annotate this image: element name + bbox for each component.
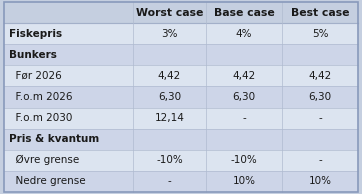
Text: F.o.m 2026: F.o.m 2026 [9,92,72,102]
Text: 6,30: 6,30 [309,92,332,102]
Text: -: - [318,113,322,123]
Text: Worst case: Worst case [136,8,203,17]
Bar [206,65,282,87]
Text: Base case: Base case [214,8,274,17]
Bar [4,129,133,150]
Bar [4,87,133,107]
Text: 4%: 4% [236,29,252,39]
Bar [133,171,206,192]
Text: Bunkers: Bunkers [9,50,57,60]
Bar [133,23,206,44]
Bar [282,129,358,150]
Bar [282,2,358,23]
Text: 10%: 10% [309,177,332,186]
Bar [206,150,282,171]
Bar [206,2,282,23]
Bar [282,107,358,129]
Bar [282,150,358,171]
Bar [4,171,133,192]
Bar [282,23,358,44]
Bar [4,65,133,87]
Bar [4,2,133,23]
Text: -: - [168,177,171,186]
Text: -: - [318,155,322,165]
Text: 12,14: 12,14 [155,113,184,123]
Bar [4,150,133,171]
Text: Fiskepris: Fiskepris [9,29,62,39]
Text: 4,42: 4,42 [158,71,181,81]
Bar [133,2,206,23]
Text: -10%: -10% [231,155,257,165]
Bar [206,87,282,107]
Bar [133,107,206,129]
Bar [282,171,358,192]
Bar [133,65,206,87]
Text: 3%: 3% [161,29,178,39]
Text: -: - [242,113,246,123]
Bar [206,129,282,150]
Bar [206,44,282,65]
Text: Øvre grense: Øvre grense [9,155,79,165]
Text: Nedre grense: Nedre grense [9,177,86,186]
Text: 10%: 10% [232,177,256,186]
Text: 6,30: 6,30 [232,92,256,102]
Bar [133,150,206,171]
Bar [206,23,282,44]
Bar [4,44,133,65]
Bar [4,107,133,129]
Text: 4,42: 4,42 [309,71,332,81]
Text: Best case: Best case [291,8,349,17]
Bar [133,44,206,65]
Bar [206,107,282,129]
Text: -10%: -10% [156,155,183,165]
Text: F.o.m 2030: F.o.m 2030 [9,113,72,123]
Bar [206,171,282,192]
Text: 5%: 5% [312,29,328,39]
Text: Pris & kvantum: Pris & kvantum [9,134,99,144]
Bar [133,87,206,107]
Bar [282,87,358,107]
Text: Før 2026: Før 2026 [9,71,62,81]
Bar [282,44,358,65]
Bar [4,23,133,44]
Bar [133,129,206,150]
Text: 4,42: 4,42 [232,71,256,81]
Text: 6,30: 6,30 [158,92,181,102]
Bar [282,65,358,87]
